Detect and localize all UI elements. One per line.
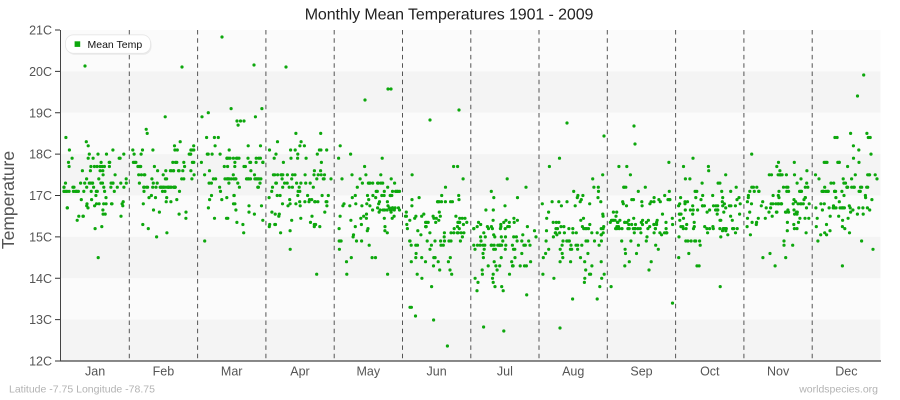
svg-text:Latitude -7.75 Longitude -78.7: Latitude -7.75 Longitude -78.75 [9,384,155,396]
svg-text:19C: 19C [29,106,52,120]
svg-text:Mar: Mar [221,365,243,379]
svg-text:worldspecies.org: worldspecies.org [798,384,878,396]
svg-text:Sep: Sep [630,365,652,379]
svg-text:Monthly Mean Temperatures 1901: Monthly Mean Temperatures 1901 - 2009 [305,7,594,24]
svg-text:15C: 15C [29,230,52,244]
svg-text:12C: 12C [29,355,52,369]
svg-text:17C: 17C [29,189,52,203]
svg-text:21C: 21C [29,24,52,38]
svg-text:13C: 13C [29,313,52,327]
svg-text:Jan: Jan [85,365,105,379]
svg-text:Nov: Nov [767,365,790,379]
svg-text:18C: 18C [29,148,52,162]
svg-text:Aug: Aug [562,365,584,379]
svg-text:Jul: Jul [497,365,513,379]
svg-text:Apr: Apr [290,365,309,379]
svg-text:14C: 14C [29,272,52,286]
svg-text:Jun: Jun [427,365,447,379]
svg-text:Oct: Oct [700,365,720,379]
svg-text:Dec: Dec [835,365,857,379]
svg-text:Feb: Feb [153,365,175,379]
svg-text:Temperature: Temperature [0,151,18,249]
svg-text:May: May [356,365,380,379]
svg-text:20C: 20C [29,65,52,79]
svg-text:Mean Temp: Mean Temp [88,39,143,51]
